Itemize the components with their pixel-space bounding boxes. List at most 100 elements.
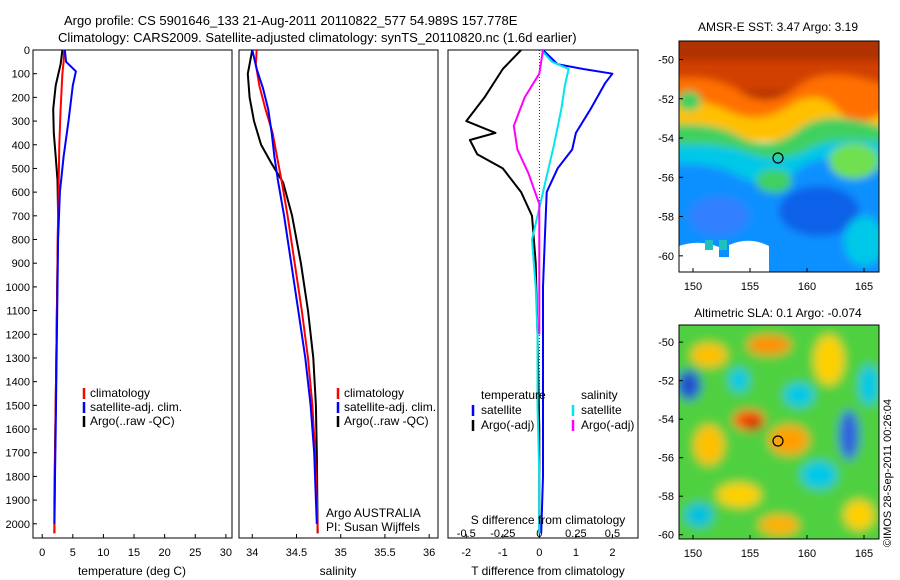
profile-line bbox=[251, 50, 318, 524]
depth-tick-label: 900 bbox=[12, 258, 30, 270]
profile-line bbox=[512, 50, 544, 335]
map-y-tick-label: -58 bbox=[658, 212, 674, 224]
sla-map-image bbox=[679, 325, 879, 539]
imos-timestamp: ©IMOS 28-Sep-2011 00:26:04 bbox=[882, 399, 894, 547]
legend-label: Argo(-adj) bbox=[581, 418, 634, 432]
map-x-tick-label: 155 bbox=[741, 548, 759, 560]
legend-title: salinity bbox=[581, 388, 618, 402]
sst-map-panel: AMSR-E SST: 3.47 Argo: 3.19 bbox=[658, 20, 880, 293]
x-top-tick-label: 0.25 bbox=[565, 528, 586, 540]
legend-label: satellite-adj. clim. bbox=[344, 400, 436, 414]
depth-tick-label: 600 bbox=[12, 187, 30, 199]
x-tick-label: 25 bbox=[189, 547, 201, 559]
x-tick-label: 36 bbox=[423, 547, 435, 559]
map-x-tick-label: 165 bbox=[855, 281, 873, 293]
depth-tick-label: 1200 bbox=[6, 329, 30, 341]
profile-line bbox=[53, 50, 77, 524]
depth-tick-label: 800 bbox=[12, 235, 30, 247]
profile-line bbox=[531, 50, 570, 534]
map-x-tick-label: 165 bbox=[855, 548, 873, 560]
x-tick-label: 35.5 bbox=[374, 547, 395, 559]
x-tick-label: 5 bbox=[70, 547, 76, 559]
x-top-tick-label: -0.25 bbox=[490, 528, 515, 540]
legend-label: Argo(-adj) bbox=[481, 418, 534, 432]
x-top-tick-label: -0.5 bbox=[457, 528, 476, 540]
temperature-axes-frame bbox=[32, 49, 233, 539]
salinity-xlabel: salinity bbox=[320, 564, 357, 578]
header-line1: Argo profile: CS 5901646_133 21-Aug-2011… bbox=[64, 13, 518, 28]
depth-axis: 0 100 200 300 400 500 600 700 800 900 1000 1100 1200… bbox=[6, 45, 37, 531]
map-y-tick-label: -50 bbox=[658, 54, 674, 66]
map-y-tick-label: -50 bbox=[658, 337, 674, 349]
sla-map-frame bbox=[678, 324, 880, 540]
map-y-tick-label: -60 bbox=[658, 530, 674, 542]
x-tick-label: 35 bbox=[335, 547, 347, 559]
temperature-xlabel: temperature (deg C) bbox=[78, 564, 186, 578]
salinity-x-axis: 34 34.5 35 35.5 36 bbox=[246, 534, 435, 559]
x-tick-label: 10 bbox=[97, 547, 109, 559]
map-y-tick-label: -58 bbox=[658, 491, 674, 503]
depth-tick-label: 1900 bbox=[6, 495, 30, 507]
salinity-panel: 34 34.5 35 35.5 36 climatologysatellite-adj.… bbox=[238, 49, 439, 578]
x-tick-label: 2 bbox=[609, 547, 615, 559]
map-y-tick-label: -52 bbox=[658, 94, 674, 106]
profile-line bbox=[540, 50, 614, 534]
difference-profiles bbox=[465, 50, 614, 534]
x-tick-label: 0 bbox=[536, 547, 542, 559]
difference-legend: temperaturesatelliteArgo(-adj)salinitysa… bbox=[471, 388, 634, 432]
difference-xlabel: T difference from climatology bbox=[471, 564, 625, 578]
depth-tick-label: 100 bbox=[12, 69, 30, 81]
x-tick-label: 20 bbox=[159, 547, 171, 559]
depth-tick-label: 1700 bbox=[6, 448, 30, 460]
map-y-tick-label: -56 bbox=[658, 172, 674, 184]
map-y-tick-label: -52 bbox=[658, 376, 674, 388]
legend-label: Argo(..raw -QC) bbox=[90, 414, 175, 428]
depth-tick-label: 1400 bbox=[6, 377, 30, 389]
x-tick-label: 34 bbox=[246, 547, 258, 559]
map-y-tick-label: -56 bbox=[658, 453, 674, 465]
depth-tick-label: 1600 bbox=[6, 424, 30, 436]
x-tick-label: 30 bbox=[220, 547, 232, 559]
map-y-tick-label: -60 bbox=[658, 251, 674, 263]
difference-x-axis: -2 -1 0 1 2 -0.5 -0.25 0 0.25 0.5 bbox=[457, 528, 620, 559]
map-y-tick-label: -54 bbox=[658, 133, 674, 145]
depth-tick-label: 0 bbox=[24, 45, 30, 57]
sst-map-frame bbox=[678, 40, 880, 273]
salinity-axes-frame bbox=[238, 49, 439, 539]
salinity-profiles bbox=[246, 50, 319, 534]
map-y-tick-label: -54 bbox=[658, 414, 674, 426]
legend-title: temperature bbox=[481, 388, 546, 402]
argo-pi: PI: Susan Wijffels bbox=[326, 520, 420, 534]
sla-map-panel: Altimetric SLA: 0.1 Argo: -0.074 bbox=[658, 306, 880, 560]
x-tick-label: -1 bbox=[498, 547, 508, 559]
depth-tick-label: 700 bbox=[12, 211, 30, 223]
depth-tick-label: 1800 bbox=[6, 471, 30, 483]
sst-map-image bbox=[679, 41, 879, 272]
x-top-tick-label: 0 bbox=[536, 528, 542, 540]
profile-line bbox=[254, 50, 319, 534]
sst-argo-location-marker bbox=[772, 152, 784, 164]
legend-label: satellite-adj. clim. bbox=[90, 400, 182, 414]
map-x-tick-label: 160 bbox=[798, 281, 816, 293]
map-x-tick-label: 150 bbox=[684, 281, 702, 293]
sla-map-title: Altimetric SLA: 0.1 Argo: -0.074 bbox=[694, 306, 862, 320]
sla-argo-location-marker bbox=[772, 435, 784, 447]
depth-tick-label: 200 bbox=[12, 92, 30, 104]
legend-label: climatology bbox=[344, 386, 404, 400]
sst-map-title: AMSR-E SST: 3.47 Argo: 3.19 bbox=[698, 20, 858, 34]
legend-label: climatology bbox=[90, 386, 150, 400]
x-tick-label: -2 bbox=[461, 547, 471, 559]
difference-xlabel-top: S difference from climatology bbox=[471, 513, 626, 527]
temperature-x-axis: 0 5 10 15 20 25 30 bbox=[39, 534, 232, 559]
depth-tick-label: 1100 bbox=[6, 306, 30, 318]
depth-tick-label: 1300 bbox=[6, 353, 30, 365]
temperature-panel: 0100200300400500600700800900100011001200… bbox=[6, 45, 233, 578]
map-x-tick-label: 155 bbox=[741, 281, 759, 293]
depth-tick-label: 2000 bbox=[6, 519, 30, 531]
map-x-tick-label: 150 bbox=[684, 548, 702, 560]
depth-tick-label: 1500 bbox=[6, 400, 30, 412]
x-tick-label: 34.5 bbox=[286, 547, 307, 559]
x-tick-label: 1 bbox=[573, 547, 579, 559]
